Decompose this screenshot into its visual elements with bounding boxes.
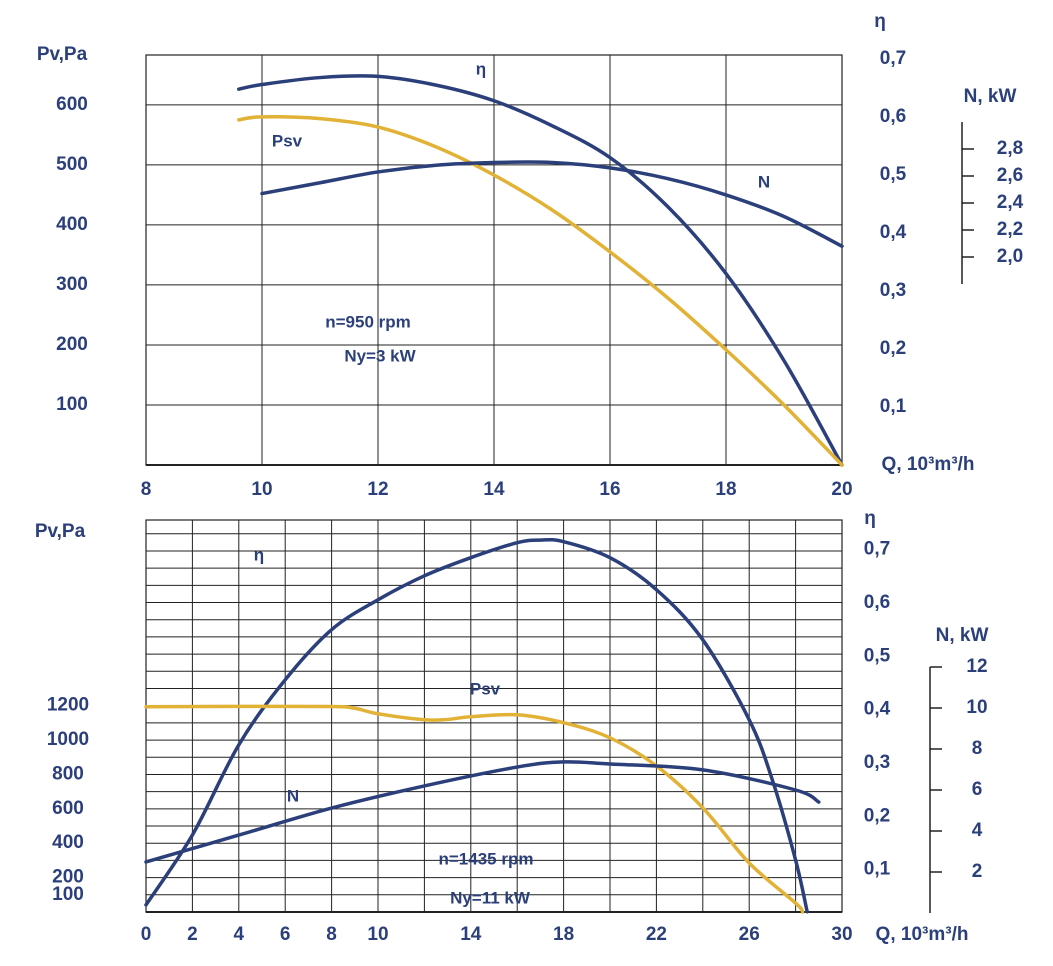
series-label: N <box>758 172 770 191</box>
y2-axis-label: η <box>874 11 886 32</box>
series-line <box>237 74 844 467</box>
annotation: n=950 rpm <box>325 312 411 331</box>
x-tick-label: 10 <box>367 924 388 945</box>
x-tick-label: 18 <box>715 479 736 500</box>
y2-tick-label: 0,2 <box>864 805 890 826</box>
y-tick-label: 400 <box>56 214 88 235</box>
y-axis-label: Pv,Pa <box>37 44 88 65</box>
x-tick-label: 10 <box>251 479 272 500</box>
x-tick-label: 0 <box>141 924 152 945</box>
y-tick-label: 600 <box>56 94 88 115</box>
y-tick-label: 500 <box>56 154 88 175</box>
y3-tick-label: 10 <box>966 697 987 718</box>
series-label: Psv <box>272 131 303 150</box>
x-tick-label: 18 <box>553 924 574 945</box>
series-line <box>144 537 809 914</box>
y3-tick-label: 4 <box>972 820 983 841</box>
x-tick-label: 6 <box>280 924 291 945</box>
y3-tick-label: 8 <box>972 738 983 759</box>
y2-tick-label: 0,6 <box>880 106 906 127</box>
y2-tick-label: 0,1 <box>880 396 907 417</box>
y2-tick-label: 0,5 <box>880 164 907 185</box>
y-tick-label: 100 <box>56 394 88 415</box>
x-tick-label: 8 <box>141 479 152 500</box>
y2-axis-label: η <box>864 508 876 529</box>
x-tick-label: 30 <box>831 924 852 945</box>
series-label: η <box>476 59 486 78</box>
y2-tick-label: 0,7 <box>864 539 890 560</box>
y3-axis-label: N, kW <box>936 625 989 646</box>
y-tick-label: 1000 <box>47 729 89 750</box>
series-line <box>237 115 844 467</box>
annotation: Ny=3 kW <box>344 346 416 365</box>
y3-tick-label: 2,2 <box>997 219 1023 240</box>
y3-tick-label: 2,8 <box>997 138 1023 159</box>
annotation: Ny=11 kW <box>450 888 531 907</box>
y-tick-label: 400 <box>52 832 84 853</box>
y2-tick-label: 0,3 <box>880 280 906 301</box>
x-tick-label: 22 <box>646 924 667 945</box>
x-axis-label: Q, 10³m³/h <box>882 454 975 475</box>
y2-tick-label: 0,4 <box>880 222 907 243</box>
y-tick-label: 200 <box>56 334 88 355</box>
y2-tick-label: 0,3 <box>864 752 890 773</box>
x-tick-label: 26 <box>739 924 760 945</box>
y2-tick-label: 0,6 <box>864 592 890 613</box>
series-line <box>260 160 844 248</box>
y3-tick-label: 6 <box>972 779 983 800</box>
y2-tick-label: 0,7 <box>880 48 906 69</box>
x-tick-label: 14 <box>460 924 482 945</box>
y2-tick-label: 0,4 <box>864 699 891 720</box>
series-label: η <box>254 545 264 564</box>
series-label: N <box>287 786 299 805</box>
y-axis-label: Pv,Pa <box>35 521 86 542</box>
y-tick-label: 800 <box>52 763 84 784</box>
series-line <box>144 760 821 864</box>
x-tick-label: 16 <box>599 479 620 500</box>
y-tick-label: 1200 <box>47 695 89 716</box>
x-tick-label: 4 <box>234 924 245 945</box>
series-label: Psv <box>470 679 501 698</box>
y3-axis-label: N, kW <box>964 86 1017 107</box>
x-tick-label: 14 <box>483 479 505 500</box>
y3-tick-label: 2,0 <box>997 246 1023 267</box>
x-tick-label: 12 <box>367 479 388 500</box>
y3-tick-label: 12 <box>966 656 987 677</box>
series-line <box>144 704 805 914</box>
y2-tick-label: 0,2 <box>880 338 906 359</box>
y3-tick-label: 2,6 <box>997 165 1023 186</box>
x-tick-label: 8 <box>326 924 337 945</box>
annotation: n=1435 rpm <box>439 849 534 868</box>
x-tick-label: 2 <box>187 924 198 945</box>
y3-tick-label: 2,4 <box>997 192 1024 213</box>
y-tick-label: 200 <box>52 867 84 888</box>
y-tick-label: 300 <box>56 274 88 295</box>
y-tick-label: 100 <box>52 884 84 905</box>
y3-tick-label: 2 <box>972 861 983 882</box>
y2-tick-label: 0,1 <box>864 859 891 880</box>
x-axis-label: Q, 10³m³/h <box>876 924 969 945</box>
y2-tick-label: 0,5 <box>864 645 891 666</box>
x-tick-label: 20 <box>831 479 852 500</box>
y-tick-label: 600 <box>52 798 84 819</box>
